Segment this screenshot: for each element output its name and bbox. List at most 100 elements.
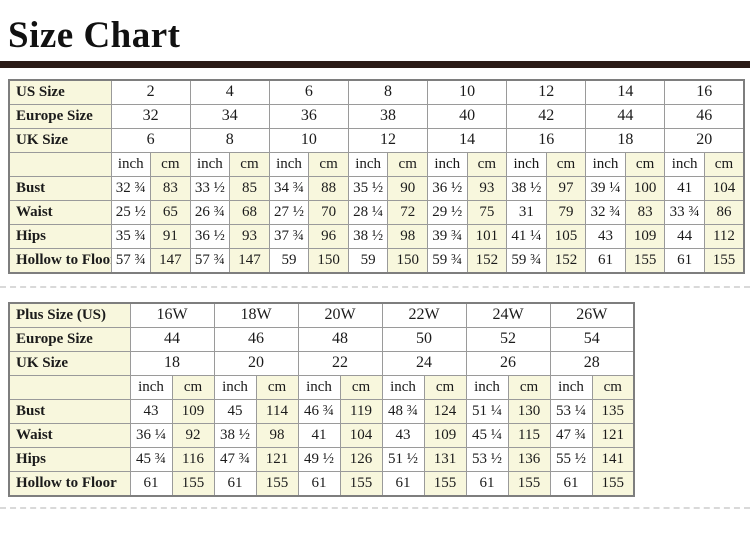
cm-value-cell: 119 (339, 398, 383, 424)
inch-value-cell: 61 (664, 247, 705, 274)
size-value-cell: 46 (664, 103, 745, 129)
bottom-dashed-line (0, 506, 750, 509)
inch-value-cell: 53 ½ (465, 446, 509, 472)
cm-value-cell: 86 (703, 199, 745, 225)
unit-cm-cell: cm (171, 374, 215, 400)
unit-cm-cell: cm (150, 151, 191, 177)
measurement-row: Waist 36 ¼ 92 38 ½ 98 41 104 43 109 45 ¼ 115 47 ¾ 12… (8, 422, 635, 448)
size-value-cell: 16W (129, 302, 215, 328)
size-value-cell: 6 (110, 127, 191, 153)
inch-value-cell: 57 ¾ (110, 247, 152, 274)
cm-value-cell: 155 (423, 470, 467, 497)
inch-value-cell: 45 ¼ (465, 422, 509, 448)
inch-value-cell: 39 ¾ (427, 223, 468, 249)
cm-value-cell: 150 (387, 247, 428, 274)
size-value-cell: 18 (129, 350, 215, 376)
cm-value-cell: 155 (507, 470, 551, 497)
unit-inch-cell: inch (381, 374, 425, 400)
inch-value-cell: 36 ½ (189, 223, 231, 249)
corner-blank-cell (8, 374, 131, 400)
row-label-cell: Hollow to Floor (8, 247, 112, 274)
inch-value-cell: 36 ¼ (129, 422, 173, 448)
inch-value-cell: 49 ½ (297, 446, 341, 472)
inch-value-cell: 38 ½ (506, 175, 547, 201)
table-separator-dashed-line (0, 285, 750, 288)
size-value-cell: 18 (585, 127, 666, 153)
size-value-cell: 32 (110, 103, 191, 129)
inch-value-cell: 53 ¼ (549, 398, 593, 424)
cm-value-cell: 93 (466, 175, 508, 201)
inch-value-cell: 45 (213, 398, 257, 424)
unit-cm-cell: cm (308, 151, 349, 177)
cm-value-cell: 112 (703, 223, 745, 249)
size-value-cell: 22 (297, 350, 383, 376)
cm-value-cell: 115 (507, 422, 551, 448)
cm-value-cell: 98 (387, 223, 428, 249)
cm-value-cell: 121 (255, 446, 299, 472)
inch-value-cell: 38 ½ (347, 223, 389, 249)
size-value-cell: 12 (347, 127, 429, 153)
unit-inch-cell: inch (213, 374, 257, 400)
inch-value-cell: 28 ¼ (347, 199, 389, 225)
cm-value-cell: 72 (387, 199, 428, 225)
measurement-row: Bust 32 ¾ 83 33 ½ 85 34 ¾ 88 35 ½ 90 36 ½ 93 38 ½ 97… (8, 175, 745, 201)
inch-value-cell: 61 (585, 247, 626, 274)
inch-value-cell: 46 ¾ (297, 398, 341, 424)
cm-value-cell: 97 (545, 175, 587, 201)
size-value-cell: 38 (347, 103, 429, 129)
inch-value-cell: 55 ½ (549, 446, 593, 472)
size-value-cell: 28 (549, 350, 635, 376)
inch-value-cell: 47 ¾ (213, 446, 257, 472)
unit-inch-cell: inch (297, 374, 341, 400)
cm-value-cell: 91 (150, 223, 191, 249)
unit-inch-cell: inch (585, 151, 626, 177)
size-value-cell: 6 (268, 79, 349, 105)
size-value-cell: 44 (129, 326, 215, 352)
size-value-cell: 42 (506, 103, 587, 129)
inch-value-cell: 59 (268, 247, 310, 274)
cm-value-cell: 147 (150, 247, 191, 274)
inch-value-cell: 32 ¾ (585, 199, 626, 225)
cm-value-cell: 90 (387, 175, 428, 201)
cm-value-cell: 152 (545, 247, 587, 274)
cm-value-cell: 65 (150, 199, 191, 225)
size-value-cell: 46 (213, 326, 299, 352)
cm-value-cell: 104 (703, 175, 745, 201)
size-header-row: Europe Size 32 34 36 38 40 42 44 46 (8, 103, 745, 129)
inch-value-cell: 29 ½ (427, 199, 468, 225)
cm-value-cell: 109 (423, 422, 467, 448)
row-label-cell: Bust (8, 398, 131, 424)
cm-value-cell: 147 (229, 247, 270, 274)
inch-value-cell: 33 ½ (189, 175, 231, 201)
inch-value-cell: 38 ½ (213, 422, 257, 448)
cm-value-cell: 155 (339, 470, 383, 497)
unit-cm-cell: cm (703, 151, 745, 177)
size-value-cell: 10 (426, 79, 508, 105)
measurement-row: Hollow to Floor 61 155 61 155 61 155 61 155 61 155… (8, 470, 635, 497)
unit-cm-cell: cm (624, 151, 666, 177)
cm-value-cell: 83 (624, 199, 666, 225)
unit-cm-cell: cm (466, 151, 508, 177)
inch-value-cell: 45 ¾ (129, 446, 173, 472)
cm-value-cell: 152 (466, 247, 508, 274)
inch-value-cell: 25 ½ (110, 199, 152, 225)
inch-value-cell: 35 ¾ (110, 223, 152, 249)
size-value-cell: 50 (381, 326, 467, 352)
cm-value-cell: 124 (423, 398, 467, 424)
inch-value-cell: 39 ¼ (585, 175, 626, 201)
inch-value-cell: 61 (381, 470, 425, 497)
cm-value-cell: 68 (229, 199, 270, 225)
size-header-row: US Size 2 4 6 8 10 12 14 16 (8, 79, 745, 105)
size-value-cell: 44 (585, 103, 666, 129)
cm-value-cell: 101 (466, 223, 508, 249)
row-label-cell: Hips (8, 223, 112, 249)
page-title: Size Chart (8, 15, 181, 56)
cm-value-cell: 126 (339, 446, 383, 472)
cm-value-cell: 104 (339, 422, 383, 448)
row-label-cell: Hips (8, 446, 131, 472)
unit-inch-cell: inch (347, 151, 389, 177)
size-value-cell: 34 (189, 103, 270, 129)
size-value-cell: 20 (213, 350, 299, 376)
inch-value-cell: 43 (129, 398, 173, 424)
